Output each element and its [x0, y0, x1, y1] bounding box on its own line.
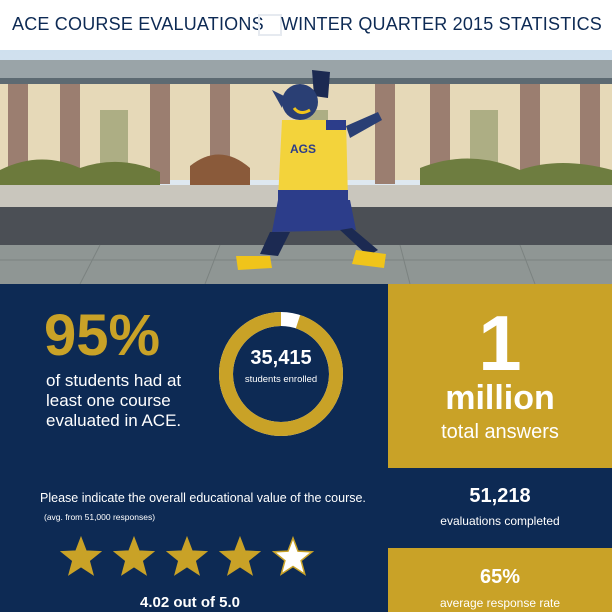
response-rate-panel: 65% average response rate	[388, 548, 612, 612]
star-empty-icon	[272, 536, 314, 576]
star-filled-icon	[113, 536, 155, 576]
answers-caption: total answers	[441, 421, 559, 443]
response-rate-number: 65%	[479, 566, 521, 588]
header-bar: ACE COURSE EVALUATIONS WINTER QUARTER 20…	[0, 0, 612, 50]
report-period: WINTER QUARTER 2015 STATISTICS	[280, 14, 602, 34]
enrollment-number: 35,415	[250, 347, 312, 369]
report-title: ACE COURSE EVALUATIONS	[12, 14, 264, 34]
star-filled-icon	[219, 536, 261, 576]
participation-caption: of students had at least one course eval…	[46, 371, 182, 430]
rating-score: 4.02 out of 5.0	[139, 594, 241, 611]
mascot-figure: AGS	[236, 70, 386, 270]
evaluations-number: 51,218	[469, 485, 531, 507]
evaluations-caption: evaluations completed	[440, 514, 560, 528]
participation-percent: 95%	[44, 303, 161, 368]
rating-question: Please indicate the overall educational …	[40, 489, 370, 526]
answers-panel: 1 million total answers	[388, 284, 612, 468]
response-rate-caption: average response rate	[439, 596, 561, 610]
mascot-photo: AGS	[0, 50, 612, 284]
answers-number: 1	[478, 299, 522, 387]
enrollment-ring-fill	[219, 312, 343, 436]
building-icon	[258, 14, 282, 36]
enrollment-ring	[219, 312, 343, 436]
rating-note: (avg. from 51,000 responses)	[44, 512, 156, 522]
rating-question-text: Please indicate the overall educational …	[40, 491, 366, 505]
svg-text:AGS: AGS	[290, 142, 316, 156]
star-filled-icon	[166, 536, 208, 576]
star-filled-icon	[60, 536, 102, 576]
answers-unit: million	[445, 379, 555, 417]
enrollment-caption: students enrolled	[244, 374, 318, 385]
